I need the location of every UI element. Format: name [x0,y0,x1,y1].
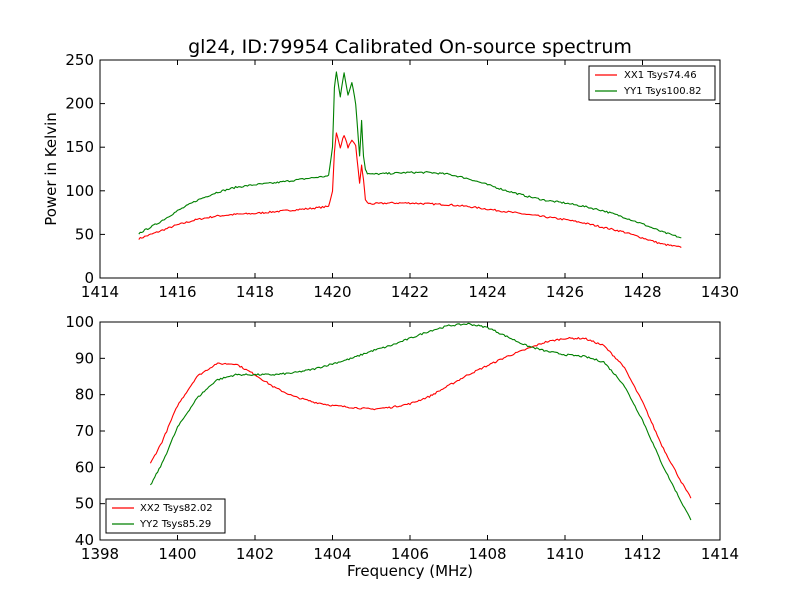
legend-label-yy2: YY2 Tsys85.29 [139,519,211,530]
x-tick-label: 1414 [701,545,739,563]
y-tick-label: 90 [75,349,94,367]
y-tick-label: 250 [65,51,94,69]
y-tick-label: 100 [65,313,94,331]
x-tick-label: 1426 [546,283,584,301]
bottom-chart-legend-box [105,498,226,534]
y-tick-label: 60 [75,458,94,476]
bottom-chart-x-axis-label: Frequency (MHz) [347,562,473,580]
bottom-chart-legend: XX2 Tsys82.02 YY2 Tsys85.29 [105,498,226,534]
x-tick-label: 1406 [391,545,429,563]
bottom-chart-ticks: 1398 1400 1402 1404 1406 1408 1410 1412 1414 40 50… [65,313,739,563]
x-tick-label: 1418 [236,283,274,301]
x-tick-label: 1422 [391,283,429,301]
x-tick-label: 1424 [468,283,506,301]
y-tick-label: 0 [84,269,94,287]
x-tick-label: 1420 [313,283,351,301]
series-line-0-0 [138,132,682,248]
legend-label-yy1: YY1 Tsys100.82 [623,86,702,97]
y-tick-label: 100 [65,182,94,200]
x-tick-label: 1404 [313,545,351,563]
top-chart-legend-box [588,65,716,101]
x-tick-label: 1410 [546,545,584,563]
y-tick-label: 70 [75,422,94,440]
x-tick-label: 1428 [623,283,661,301]
x-tick-label: 1408 [468,545,506,563]
x-tick-label: 1398 [81,545,119,563]
legend-label-xx1: XX1 Tsys74.46 [624,70,697,81]
chart-title: gl24, ID:79954 Calibrated On-source spec… [188,36,632,58]
y-tick-label: 80 [75,386,94,404]
x-tick-label: 1400 [158,545,196,563]
y-tick-label: 50 [75,225,94,243]
top-chart-series-group [138,71,682,248]
x-tick-label: 1402 [236,545,274,563]
series-line-1-1 [149,322,692,521]
bottom-chart-series-group [149,322,692,521]
legend-label-xx2: XX2 Tsys82.02 [140,503,213,514]
top-chart-y-axis-label: Power in Kelvin [42,112,60,226]
bottom-chart: 1398 1400 1402 1404 1406 1408 1410 1412 1414 40 50… [65,313,739,580]
x-tick-label: 1414 [81,283,119,301]
y-tick-label: 150 [65,138,94,156]
x-tick-label: 1412 [623,545,661,563]
x-tick-label: 1430 [701,283,739,301]
y-tick-label: 50 [75,495,94,513]
top-chart-ticks: 1414 1416 1418 1420 1422 1424 1426 1428 1430 0 50 1… [65,51,739,301]
series-line-0-1 [138,71,682,239]
top-chart-legend: XX1 Tsys74.46 YY1 Tsys100.82 [588,65,716,101]
series-line-1-0 [149,336,692,499]
x-tick-label: 1416 [158,283,196,301]
y-tick-label: 200 [65,95,94,113]
top-chart: 1414 1416 1418 1420 1422 1424 1426 1428 1430 0 50 1… [42,51,739,301]
y-tick-label: 40 [75,531,94,549]
